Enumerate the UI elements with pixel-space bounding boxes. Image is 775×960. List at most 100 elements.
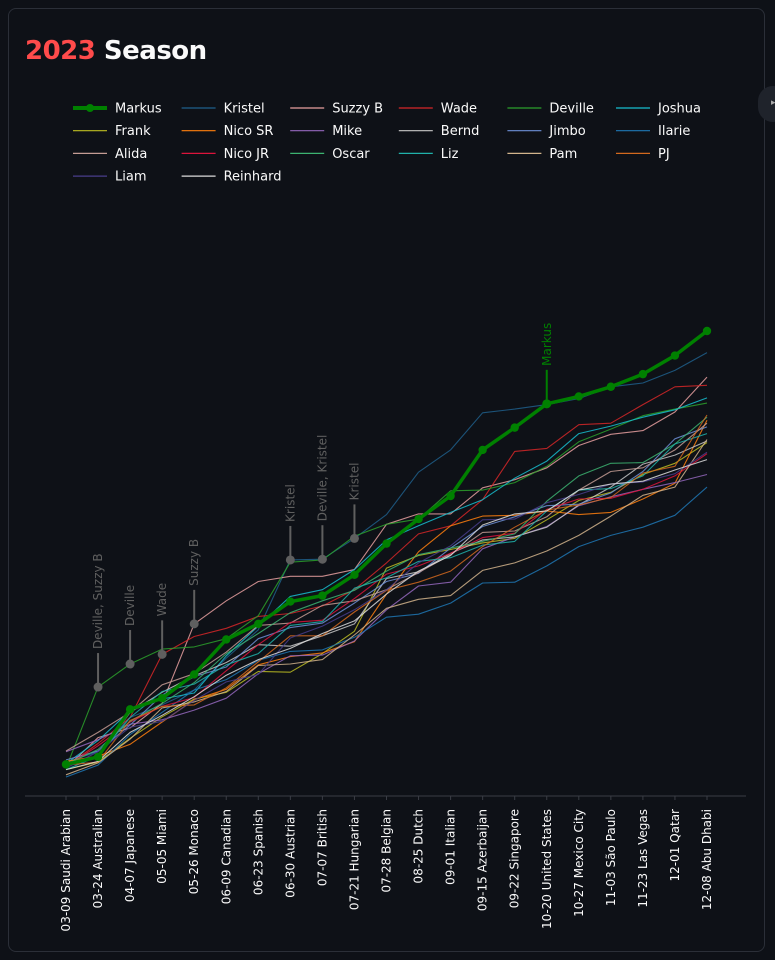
series-line-pj bbox=[65, 414, 708, 766]
series-line-oscar bbox=[65, 416, 708, 765]
x-tick-label: 12-01 Qatar bbox=[668, 809, 682, 882]
legend-item-pam[interactable]: Pam bbox=[507, 147, 577, 162]
data-point-markus[interactable] bbox=[350, 570, 359, 580]
data-point-markus[interactable] bbox=[222, 635, 231, 644]
series-line-joshua bbox=[65, 397, 708, 765]
data-point-markus[interactable] bbox=[638, 369, 648, 379]
side-menu-tab-glyph: ▸ bbox=[771, 98, 775, 108]
data-point-markus[interactable] bbox=[190, 670, 199, 679]
title-rest: Season bbox=[95, 36, 207, 66]
legend-item-deville[interactable]: Deville bbox=[507, 102, 594, 117]
x-tick-label: 05-05 Miami bbox=[155, 809, 169, 884]
data-point-markus[interactable] bbox=[702, 326, 712, 336]
annotation-deville-suzzy-b: Deville, Suzzy B bbox=[91, 553, 105, 692]
legend-item-ilarie[interactable]: Ilarie bbox=[616, 124, 690, 139]
annotation-label: Markus bbox=[540, 323, 554, 366]
legend-item-mike[interactable]: Mike bbox=[290, 124, 362, 139]
series-line-reinhard bbox=[65, 459, 708, 771]
x-tick-label: 09-01 Italian bbox=[444, 809, 458, 885]
data-point-markus[interactable] bbox=[318, 591, 327, 600]
legend-item-liam[interactable]: Liam bbox=[73, 170, 146, 185]
data-point-markus[interactable] bbox=[254, 619, 263, 629]
annotation-label: Deville, Kristel bbox=[315, 435, 329, 522]
x-tick-label: 06-30 Austrian bbox=[283, 809, 297, 898]
series-reinhard bbox=[65, 459, 708, 771]
x-tick-label: 03-24 Australian bbox=[91, 809, 105, 908]
legend-item-alida[interactable]: Alida bbox=[73, 147, 147, 162]
x-tick-label: 11-03 São Paulo bbox=[604, 809, 618, 906]
data-point-markus[interactable] bbox=[414, 514, 423, 524]
annotation-markus: Markus bbox=[540, 323, 554, 409]
x-tick-label: 07-21 Hungarian bbox=[347, 809, 361, 910]
data-point-markus[interactable] bbox=[61, 760, 71, 769]
legend-item-reinhard[interactable]: Reinhard bbox=[181, 170, 282, 185]
legend-label: Bernd bbox=[441, 124, 480, 139]
data-point-markus[interactable] bbox=[93, 752, 103, 762]
legend-item-kristel[interactable]: Kristel bbox=[181, 102, 265, 117]
series-frank bbox=[65, 442, 708, 771]
legend-item-nico-jr[interactable]: Nico JR bbox=[181, 147, 269, 162]
x-tick-label: 03-09 Saudi Arabian bbox=[59, 809, 73, 931]
legend-label: Deville bbox=[549, 102, 594, 117]
annotation-point bbox=[189, 619, 199, 629]
series-line-wade bbox=[65, 384, 708, 768]
series-lines bbox=[61, 326, 712, 778]
legend-label: Ilarie bbox=[658, 124, 690, 139]
annotation-label: Kristel bbox=[283, 484, 297, 522]
series-wade bbox=[65, 384, 708, 768]
data-point-markus[interactable] bbox=[510, 423, 519, 432]
legend-item-suzzy-b[interactable]: Suzzy B bbox=[290, 102, 383, 117]
x-tick-label: 11-23 Las Vegas bbox=[636, 809, 650, 908]
annotation-kristel: Kristel bbox=[347, 463, 361, 543]
series-liam bbox=[65, 451, 708, 769]
series-markus bbox=[61, 326, 712, 769]
legend-item-jimbo[interactable]: Jimbo bbox=[507, 124, 586, 139]
chart-card bbox=[8, 8, 765, 952]
data-point-markus[interactable] bbox=[670, 351, 680, 360]
legend-label: Liam bbox=[115, 170, 146, 185]
x-tick-label: 09-15 Azerbaijan bbox=[476, 809, 490, 911]
legend-label: Nico JR bbox=[224, 147, 269, 162]
data-point-markus[interactable] bbox=[125, 705, 135, 714]
legend-item-liz[interactable]: Liz bbox=[398, 147, 459, 162]
annotation-point bbox=[125, 659, 135, 669]
legend-item-oscar[interactable]: Oscar bbox=[290, 147, 370, 162]
data-point-markus[interactable] bbox=[478, 445, 487, 455]
legend-item-joshua[interactable]: Joshua bbox=[616, 102, 701, 117]
legend-item-bernd[interactable]: Bernd bbox=[398, 124, 480, 139]
legend-item-nico-sr[interactable]: Nico SR bbox=[181, 124, 274, 139]
data-point-markus[interactable] bbox=[606, 382, 616, 391]
legend-label: Liz bbox=[441, 147, 459, 162]
legend-item-pj[interactable]: PJ bbox=[616, 147, 670, 162]
legend-label: Markus bbox=[115, 102, 162, 117]
legend-item-frank[interactable]: Frank bbox=[73, 124, 151, 139]
series-nico-jr bbox=[65, 453, 708, 768]
data-point-markus[interactable] bbox=[446, 491, 455, 501]
annotation-point bbox=[542, 399, 552, 409]
legend-label: Reinhard bbox=[224, 170, 282, 185]
legend-label: Suzzy B bbox=[332, 102, 383, 117]
annotation-label: Wade bbox=[155, 583, 169, 616]
legend-item-wade[interactable]: Wade bbox=[398, 102, 477, 117]
x-tick-label: 06-23 Spanish bbox=[251, 809, 265, 895]
legend: Markus Kristel Suzzy B Wade Deville Joshua Fra… bbox=[73, 102, 701, 185]
series-joshua bbox=[65, 397, 708, 765]
x-tick-label: 10-20 United States bbox=[540, 809, 554, 929]
legend-label: Frank bbox=[115, 124, 151, 139]
legend-label: Wade bbox=[441, 102, 477, 117]
data-point-markus[interactable] bbox=[382, 539, 391, 548]
x-tick-label: 07-07 British bbox=[315, 809, 329, 886]
series-oscar bbox=[65, 416, 708, 765]
data-point-markus[interactable] bbox=[286, 597, 295, 606]
data-point-markus[interactable] bbox=[574, 392, 583, 401]
data-point-markus[interactable] bbox=[157, 694, 167, 703]
annotation-point bbox=[349, 533, 359, 543]
x-tick-label: 06-09 Canadian bbox=[219, 809, 233, 904]
legend-label: Jimbo bbox=[548, 124, 585, 139]
series-line-liam bbox=[65, 451, 708, 769]
side-menu-tab[interactable]: ▸ bbox=[758, 86, 775, 122]
annotation-label: Kristel bbox=[347, 463, 361, 501]
legend-item-markus[interactable]: Markus bbox=[73, 102, 162, 117]
annotation-deville: Deville bbox=[123, 585, 137, 669]
